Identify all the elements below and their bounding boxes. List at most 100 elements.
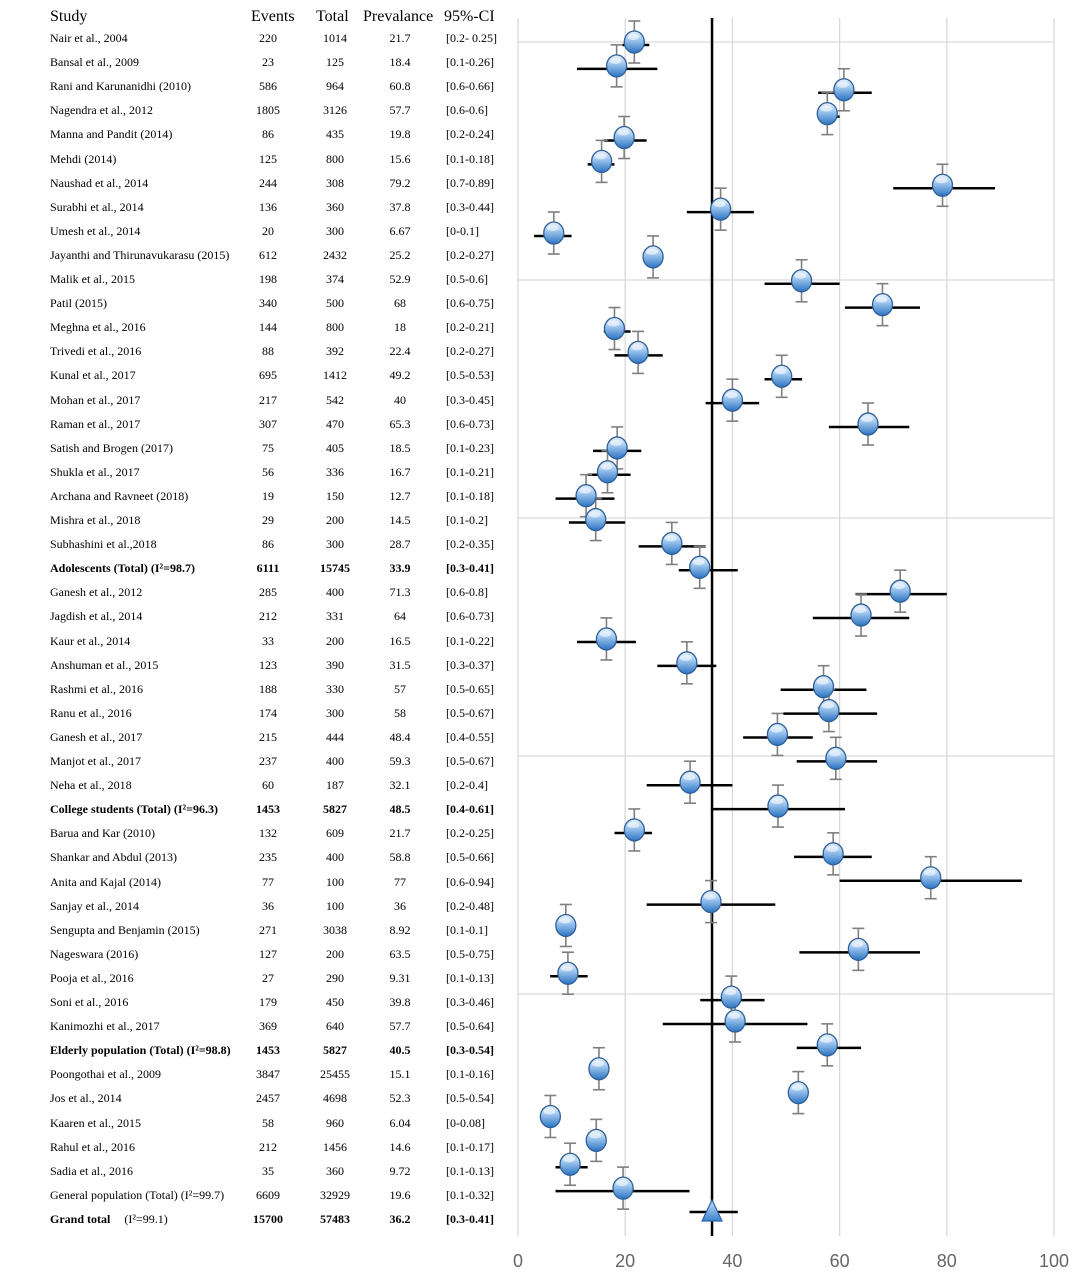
study-name: Pooja et al., 2016 [50, 970, 134, 985]
study-name: Kaaren et al., 2015 [50, 1115, 141, 1130]
total-cell: 609 [326, 826, 344, 841]
prevalence-cell: 40.5 [389, 1043, 411, 1058]
events-cell: 19 [262, 488, 274, 503]
table-row: Neha et al., 2018 60 187 32.1 [0.2-0.4] [0, 775, 510, 795]
total-cell: 15745 [320, 561, 350, 576]
prevalence-cell: 58.8 [389, 850, 411, 865]
prevalence-cell: 57 [394, 681, 406, 696]
events-cell: 612 [259, 247, 277, 262]
prevalence-cell: 18.5 [389, 440, 411, 455]
total-cell: 300 [326, 537, 344, 552]
ci-cell: [0.1-0.18] [446, 488, 494, 503]
total-cell: 360 [326, 199, 344, 214]
ci-cell: [0.1-0.1] [446, 922, 488, 937]
table-row: Ganesh et al., 2017 215 444 48.4 [0.4-0.55] [0, 727, 510, 747]
table-row: Pooja et al., 2016 27 290 9.31 [0.1-0.13] [0, 968, 510, 988]
prevalence-cell: 57.7 [389, 103, 411, 118]
table-row: Anita and Kajal (2014) 77 100 77 [0.6-0.94] [0, 872, 510, 892]
total-cell: 470 [326, 416, 344, 431]
point-highlight [560, 965, 573, 972]
prevalence-cell: 57.7 [389, 1019, 411, 1034]
prevalence-cell: 21.7 [389, 826, 411, 841]
prevalence-cell: 28.7 [389, 537, 411, 552]
table-row: Malik et al., 2015 198 374 52.9 [0.5-0.6] [0, 269, 510, 289]
ci-cell: [0-0.08] [446, 1115, 485, 1130]
events-cell: 56 [262, 464, 274, 479]
ci-cell: [0.2-0.4] [446, 778, 488, 793]
ci-cell: [0.5-0.66] [446, 850, 494, 865]
total-cell: 800 [326, 151, 344, 166]
point-highlight [679, 654, 692, 661]
events-cell: 1805 [256, 103, 280, 118]
ci-cell: [0.1-0.23] [446, 440, 494, 455]
prevalence-cell: 71.3 [389, 585, 411, 600]
events-cell: 144 [259, 320, 277, 335]
prevalence-cell: 9.72 [389, 1163, 411, 1178]
point-highlight [646, 248, 659, 255]
prevalence-cell: 18 [394, 320, 406, 335]
point-highlight [589, 1132, 602, 1139]
point-highlight [791, 1084, 804, 1091]
table-row: Kanimozhi et al., 2017 369 640 57.7 [0.5-0.6… [0, 1016, 510, 1036]
table-row: Jayanthi and Thirunavukarasu (2015) 612 24… [0, 245, 510, 265]
study-name: Rahul et al., 2016 [50, 1139, 135, 1154]
table-row: Trivedi et al., 2016 88 392 22.4 [0.2-0.27] [0, 341, 510, 361]
point-highlight [591, 1060, 604, 1067]
point-highlight [816, 678, 829, 685]
study-name: Bansal et al., 2009 [50, 55, 139, 70]
events-cell: 20 [262, 223, 274, 238]
point-highlight [923, 869, 936, 876]
events-cell: 58 [262, 1115, 274, 1130]
table-row: Kaaren et al., 2015 58 960 6.04 [0-0.08] [0, 1113, 510, 1133]
total-cell: 360 [326, 1163, 344, 1178]
study-name: Jagdish et al., 2014 [50, 609, 143, 624]
table-row: Jagdish et al., 2014 212 331 64 [0.6-0.73] [0, 606, 510, 626]
ci-cell: [0.1-0.22] [446, 633, 494, 648]
grand-total-marker [701, 1198, 723, 1222]
ci-cell: [0.5-0.67] [446, 705, 494, 720]
total-cell: 4698 [323, 1091, 347, 1106]
prevalence-cell: 12.7 [389, 488, 411, 503]
table-row: Bansal et al., 2009 23 125 18.4 [0.1-0.26] [0, 52, 510, 72]
ci-cell: [0-0.1] [446, 223, 479, 238]
ci-cell: [0.5-0.65] [446, 681, 494, 696]
study-name: Malik et al., 2015 [50, 272, 135, 286]
table-row: Nageswara (2016) 127 200 63.5 [0.5-0.75] [0, 944, 510, 964]
ci-cell: [0.2-0.48] [446, 898, 494, 913]
prevalence-cell: 16.5 [389, 633, 411, 648]
events-cell: 35 [262, 1163, 274, 1178]
point-highlight [826, 845, 839, 852]
prevalence-cell: 60.8 [389, 79, 411, 94]
table-row: Rashmi et al., 2016 188 330 57 [0.5-0.65] [0, 679, 510, 699]
prevalence-cell: 14.6 [389, 1139, 411, 1154]
prevalence-cell: 19.6 [389, 1187, 411, 1202]
total-cell: 57483 [320, 1211, 350, 1226]
point-highlight [588, 511, 601, 518]
prevalence-cell: 59.3 [389, 754, 411, 768]
prevalence-cell: 9.31 [389, 970, 411, 985]
study-name: Mohan et al., 2017 [50, 392, 141, 407]
point-highlight [627, 34, 640, 40]
table-row: Meghna et al., 2016 144 800 18 [0.2-0.21] [0, 317, 510, 337]
events-cell: 88 [262, 344, 274, 359]
prevalence-cell: 19.8 [389, 127, 411, 142]
study-name: Mehdi (2014) [50, 151, 117, 166]
table-row: Surabhi et al., 2014 136 360 37.8 [0.3-0.44] [0, 197, 510, 217]
events-cell: 340 [259, 296, 277, 311]
prevalence-cell: 36.2 [389, 1211, 411, 1226]
header-ci: 95%-CI [444, 8, 495, 25]
total-cell: 187 [326, 778, 344, 793]
table-row: Grand total (I²=99.1) 15700 57483 36.2 [0.3-0… [0, 1209, 510, 1229]
ci-cell: [0.7-0.89] [446, 175, 494, 190]
table-row: Archana and Ravneet (2018) 19 150 12.7 [0.1-… [0, 486, 510, 506]
point-highlight [703, 893, 716, 900]
total-cell: 5827 [323, 1043, 347, 1058]
events-cell: 36 [262, 898, 274, 913]
total-cell: 3126 [323, 103, 347, 118]
prevalence-cell: 37.8 [389, 199, 411, 214]
events-cell: 29 [262, 513, 274, 527]
table-row: College students (Total) (I²=96.3) 1453 58… [0, 799, 510, 819]
study-name: Soni et al., 2016 [50, 995, 129, 1009]
events-cell: 127 [259, 946, 277, 961]
events-cell: 198 [259, 272, 277, 286]
